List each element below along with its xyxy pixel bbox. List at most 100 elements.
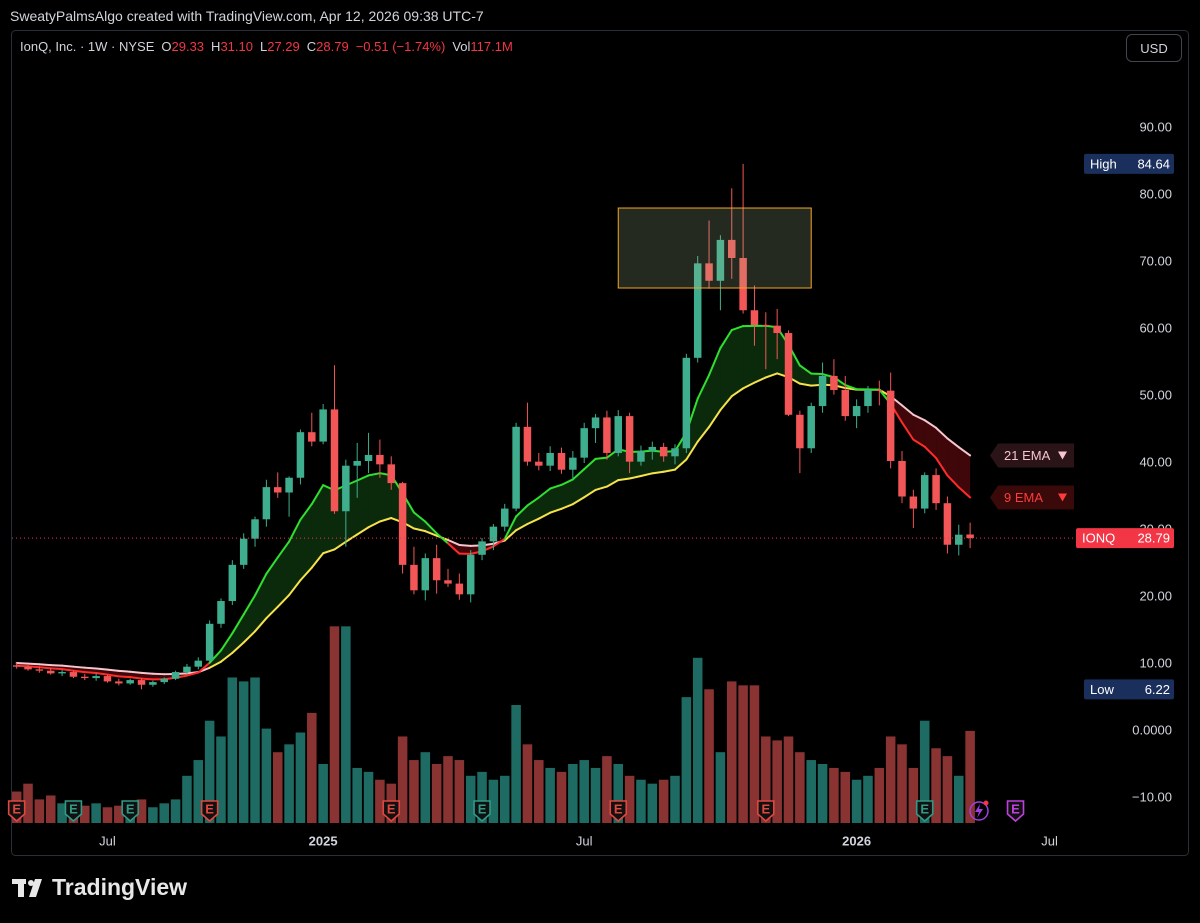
x-tick-label: Jul [576, 833, 593, 848]
ema-line [412, 511, 427, 523]
y-tick-label: 20.00 [1139, 588, 1172, 603]
brand-logo [12, 879, 42, 897]
ema-line [719, 395, 733, 412]
volume-bar [363, 771, 374, 823]
ema-line [923, 445, 938, 460]
candle-body [421, 558, 430, 591]
ema-line [367, 520, 381, 529]
ema-line [685, 440, 699, 461]
volume-bar [477, 771, 487, 823]
earnings-icon [915, 800, 934, 823]
candle-body [784, 333, 793, 415]
candle-body [932, 475, 940, 504]
volume-bar [568, 764, 578, 823]
ema-line [708, 409, 722, 429]
y-tick-label: 50.00 [1139, 387, 1172, 402]
candle-body [546, 452, 554, 466]
ema-line [946, 474, 960, 489]
volume-bar [204, 720, 215, 823]
y-tick-label: 70.00 [1139, 253, 1172, 268]
volume-bar [522, 744, 533, 823]
ema-line [61, 668, 75, 672]
earnings-letter: E [478, 801, 487, 816]
volume-bar [738, 685, 748, 823]
currency-button[interactable]: USD [1126, 34, 1182, 62]
candle-body [569, 457, 577, 470]
ema-line [129, 676, 143, 680]
ema-fill [311, 485, 324, 568]
ema-line [95, 667, 109, 671]
volume-bar [715, 752, 726, 823]
candle-body [466, 554, 475, 595]
volume-bar [851, 779, 862, 823]
candle-body [217, 601, 225, 624]
y-tick-label: 0.0000 [1132, 722, 1172, 737]
ema-line [798, 364, 813, 375]
candle-body [920, 475, 929, 509]
ema-line [446, 542, 461, 555]
earnings-icon [64, 800, 83, 823]
ema-line [185, 671, 200, 677]
volume-bar [692, 657, 703, 823]
ema-line [503, 529, 518, 542]
y-tick-label: 80.00 [1139, 186, 1172, 201]
ema-fill [300, 504, 312, 581]
earnings-letter: E [12, 801, 21, 816]
y-tick-label: 10.00 [1139, 655, 1172, 670]
ema-line [537, 487, 552, 499]
candle-body [852, 406, 861, 417]
ema-fill [584, 458, 596, 498]
legend-row: IonQ, Inc. · 1W · NYSE O 29.33 H 31.10 L 27… [20, 39, 513, 54]
volume-bar [624, 775, 635, 823]
ema-line [27, 665, 41, 669]
ema-line [219, 651, 234, 663]
ohlc-key: H [211, 39, 221, 54]
ema-line [583, 457, 597, 471]
volume-bar [761, 736, 771, 823]
volume-bar [749, 685, 760, 823]
ema-fill [799, 365, 812, 386]
volume-bar [284, 744, 294, 823]
volume-bar [874, 767, 885, 823]
candle-body [750, 310, 759, 325]
candle-body [943, 503, 952, 545]
candle-body [353, 461, 361, 466]
high-marker [1084, 153, 1174, 174]
ema-line [276, 540, 291, 559]
candle-body [455, 583, 464, 595]
volume-value: 117.1M [470, 39, 513, 54]
volume-bar [726, 681, 737, 823]
ema-line [515, 522, 529, 532]
ema-fill [459, 544, 471, 554]
ema-line [583, 488, 597, 499]
legend-arrow [1058, 451, 1067, 460]
candle-body [239, 538, 248, 565]
candle-body [308, 432, 316, 442]
ema-line [322, 548, 336, 555]
candle-body [364, 454, 373, 462]
ema-line [61, 664, 75, 668]
ema-fill [289, 519, 301, 596]
ema-line [15, 661, 30, 665]
ohlc-value: 31.10 [220, 39, 253, 54]
candle-body [183, 666, 191, 673]
volume-bar [590, 767, 601, 823]
volume-bar [261, 728, 272, 823]
ema-line [140, 677, 154, 681]
candle-body [126, 680, 134, 684]
volume-bar [817, 764, 828, 823]
ema-line [594, 485, 608, 491]
ema-fill [902, 405, 914, 440]
ema-line [344, 533, 359, 543]
ohlc-value: 27.29 [267, 39, 300, 54]
earnings-icon [1006, 800, 1025, 823]
volume-bar [579, 760, 589, 823]
ema-fill [652, 450, 664, 474]
ema-line [912, 438, 926, 448]
earnings-icon [473, 800, 491, 823]
ema-line [798, 382, 813, 387]
legend-label: 9 EMA [1004, 490, 1043, 505]
ohlc-key: C [306, 39, 317, 54]
volume-bar [341, 626, 351, 823]
